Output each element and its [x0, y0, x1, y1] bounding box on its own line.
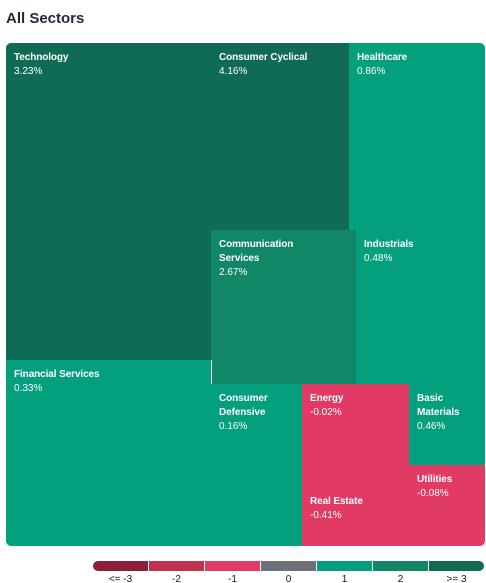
sector-change: -0.08%: [417, 488, 449, 499]
tile-communication-services[interactable]: Communication Services 2.67%: [211, 230, 357, 385]
legend-swatch: [93, 561, 148, 571]
tile-technology[interactable]: Technology 3.23%: [6, 43, 212, 361]
sector-change: -0.02%: [310, 407, 342, 418]
legend-swatch: [429, 561, 484, 571]
sector-change: 0.48%: [364, 253, 393, 264]
color-legend: <= -3 -2 -1 0 1 2 >= 3: [93, 561, 484, 583]
sector-change: 0.46%: [417, 421, 446, 432]
sector-name: Energy: [310, 393, 344, 404]
tile-consumer-defensive[interactable]: Consumer Defensive 0.16%: [211, 384, 303, 546]
legend-label: <= -3: [108, 574, 133, 583]
legend-label: >= 3: [446, 574, 467, 583]
sector-name: Real Estate: [310, 496, 363, 507]
tile-financial-services[interactable]: Financial Services 0.33%: [6, 360, 212, 546]
legend-label: 2: [397, 574, 404, 583]
sector-name: Communication Services: [219, 239, 294, 264]
tile-industrials[interactable]: Industrials 0.48%: [356, 230, 485, 385]
sector-change: 3.23%: [14, 66, 43, 77]
sector-name: Consumer Cyclical: [219, 52, 308, 63]
sector-name: Technology: [14, 52, 69, 63]
tile-consumer-cyclical[interactable]: Consumer Cyclical 4.16%: [211, 43, 350, 231]
legend-swatch: [205, 561, 260, 571]
legend-swatch: [149, 561, 204, 571]
sector-name: Consumer Defensive: [219, 393, 268, 418]
sector-change: -0.41%: [310, 510, 342, 521]
sector-change: 2.67%: [219, 267, 248, 278]
legend-label: -2: [172, 574, 181, 583]
sector-name: Utilities: [417, 474, 453, 485]
sector-name: Basic Materials: [417, 393, 460, 418]
legend-label: 1: [341, 574, 348, 583]
legend-swatch: [317, 561, 372, 571]
tile-healthcare[interactable]: Healthcare 0.86%: [349, 43, 485, 231]
legend-label: -1: [228, 574, 237, 583]
sector-name: Healthcare: [357, 52, 408, 63]
tile-real-estate[interactable]: Real Estate -0.41%: [302, 487, 410, 546]
page-title: All Sectors: [6, 10, 85, 27]
tile-energy[interactable]: Energy -0.02%: [302, 384, 410, 488]
legend-label: 0: [285, 574, 292, 583]
tile-basic-materials[interactable]: Basic Materials 0.46%: [409, 384, 485, 466]
legend-swatch: [373, 561, 428, 571]
legend-swatch: [261, 561, 316, 571]
sector-change: 0.33%: [14, 383, 43, 394]
sector-change: 4.16%: [219, 66, 248, 77]
sector-name: Financial Services: [14, 369, 100, 380]
sector-treemap: Technology 3.23% Consumer Cyclical 4.16%…: [6, 43, 485, 546]
sector-change: 0.16%: [219, 421, 248, 432]
sector-name: Industrials: [364, 239, 414, 250]
tile-utilities[interactable]: Utilities -0.08%: [409, 465, 485, 546]
sector-change: 0.86%: [357, 66, 386, 77]
